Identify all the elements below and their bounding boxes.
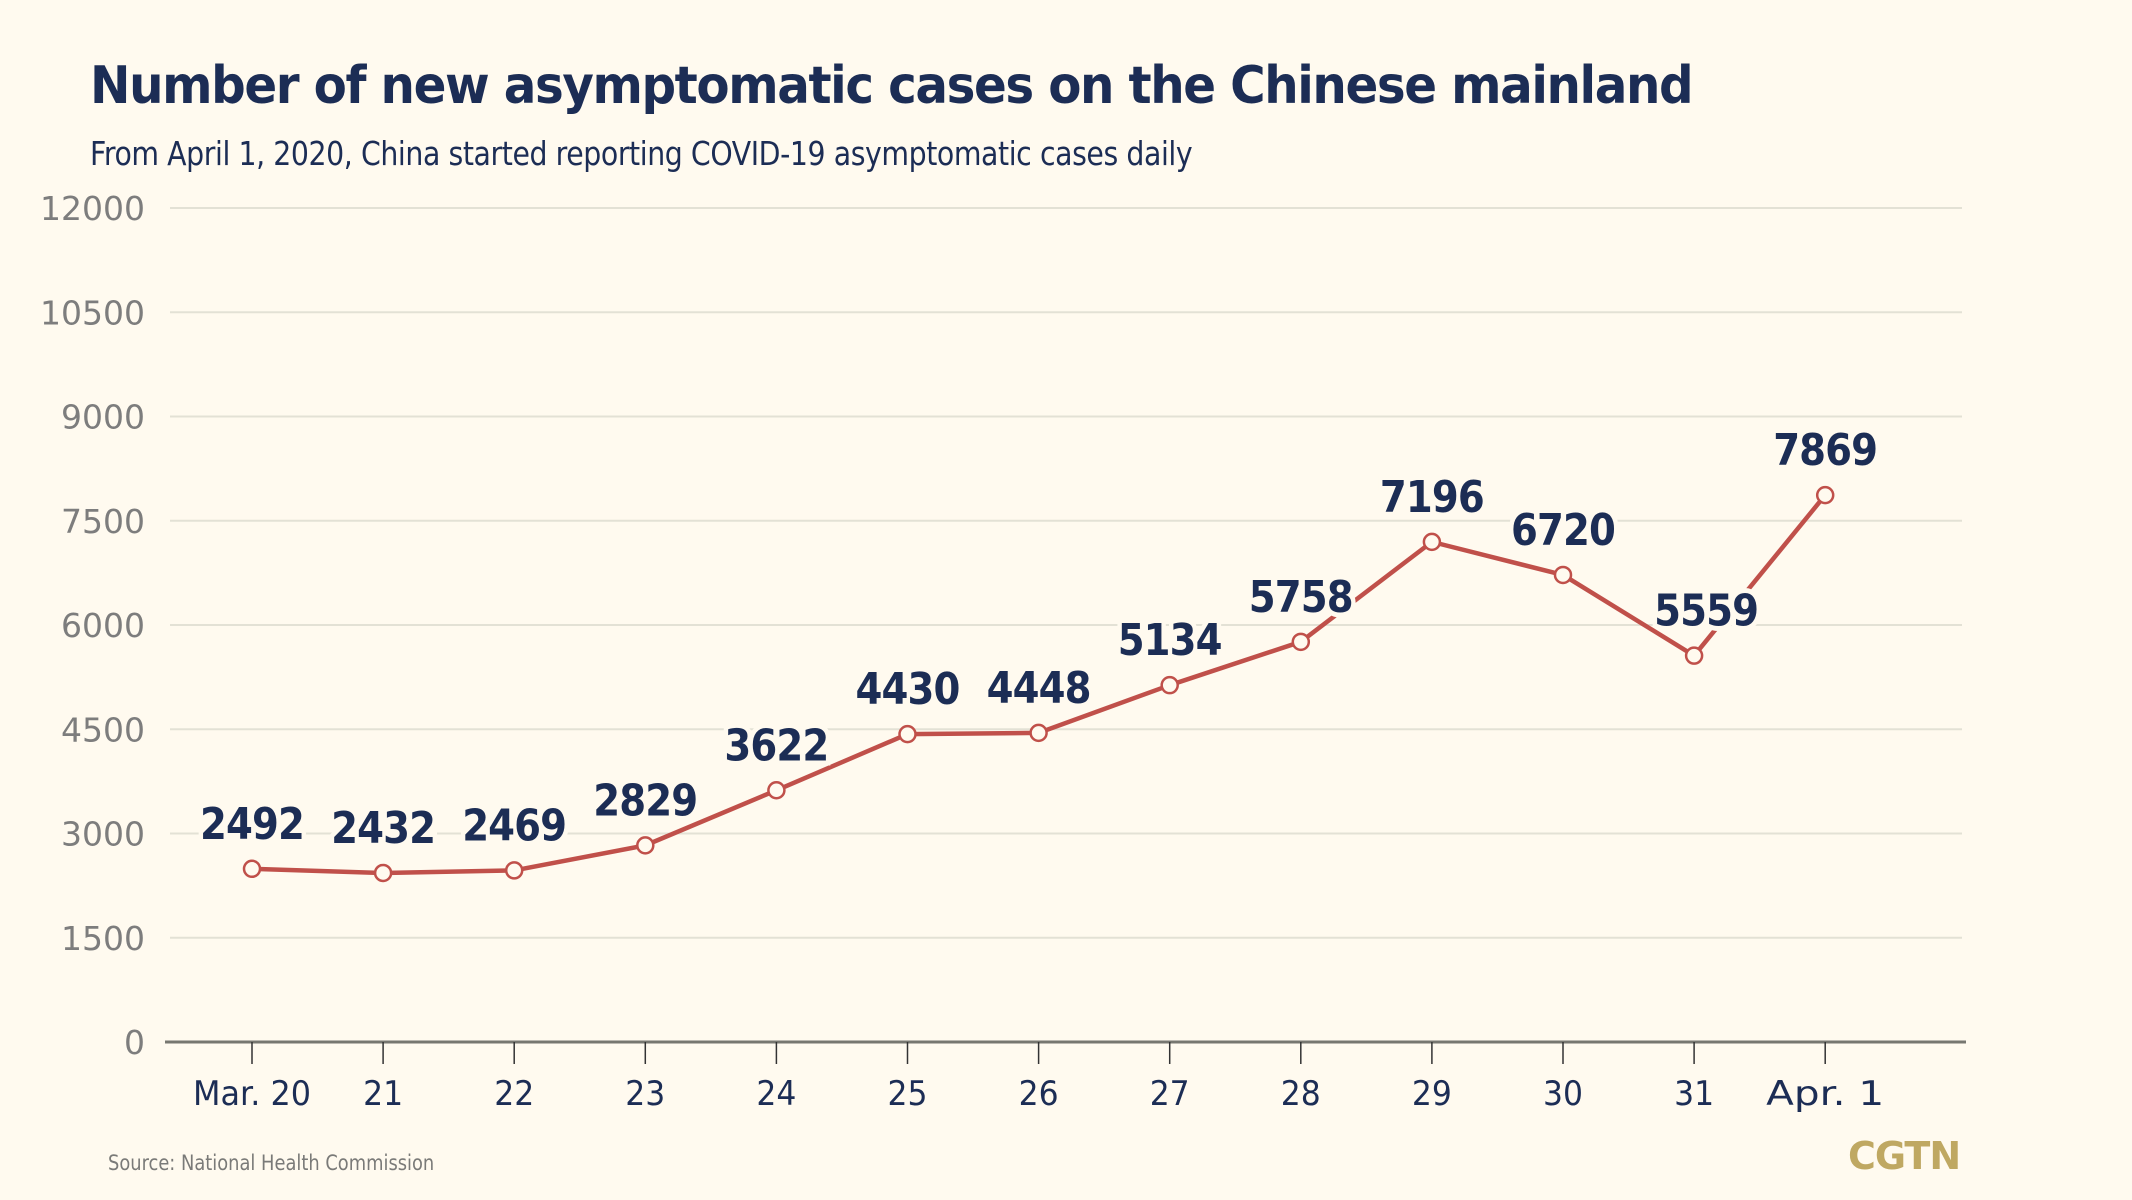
x-tick-label: 26: [1019, 1074, 1059, 1114]
data-point: [504, 861, 524, 880]
data-label: 7869: [1773, 425, 1877, 476]
x-tick-label: 25: [888, 1074, 928, 1114]
data-point: [898, 724, 917, 744]
x-tick-label: 31: [1674, 1074, 1714, 1114]
data-label: 2432: [331, 803, 435, 854]
y-tick-label: 1500: [61, 919, 145, 958]
data-point: [373, 863, 393, 883]
x-tick-label: 28: [1281, 1074, 1321, 1114]
y-tick-label: 4500: [61, 710, 145, 749]
data-labels: 2492 2432 2469 2829 3622 4430 4448 5134 5758 7196…: [195, 420, 1883, 859]
x-tick-label: 23: [625, 1074, 665, 1114]
data-label: 3622: [724, 720, 828, 771]
data-point: [1684, 646, 1704, 665]
data-label: 2829: [593, 775, 697, 826]
y-tick-label: 10500: [40, 293, 145, 332]
data-points: [242, 485, 1835, 883]
x-tick-label: 30: [1543, 1074, 1583, 1114]
data-label: 6720: [1511, 505, 1615, 556]
y-tick-label: 0: [124, 1023, 145, 1062]
y-tick-label: 6000: [61, 606, 145, 645]
data-point: [1422, 532, 1442, 552]
x-tick-label: 27: [1150, 1074, 1190, 1114]
data-point: [767, 781, 786, 800]
x-axis-ticks: Mar. 20 21 22 23 24 25 26 27 28 29 30 31 Apr. 1: [193, 1042, 1884, 1114]
data-point: [1160, 675, 1179, 695]
y-tick-label: 3000: [61, 815, 145, 854]
x-tick-label: Mar. 20: [193, 1074, 311, 1114]
data-point: [1291, 632, 1311, 652]
y-axis-ticks: 0 1500 3000 4500 6000 7500 9000 10500 12000: [40, 189, 145, 1062]
data-point: [242, 859, 262, 879]
data-label: 2492: [200, 799, 304, 850]
data-label: 2469: [462, 800, 566, 851]
x-tick-label: 29: [1412, 1074, 1452, 1114]
gridlines: [170, 207, 1962, 939]
y-tick-label: 7500: [61, 502, 145, 541]
data-label: 5134: [1118, 615, 1222, 666]
y-tick-label: 9000: [61, 398, 145, 437]
data-label: 4430: [856, 664, 960, 715]
x-tick-label: Apr. 1: [1766, 1074, 1884, 1114]
chart-subtitle: From April 1, 2020, China started report…: [90, 134, 1193, 173]
data-label: 7196: [1380, 472, 1484, 523]
data-label: 4448: [987, 663, 1091, 714]
data-point: [636, 836, 655, 855]
source-note: Source: National Health Commission: [108, 1151, 435, 1175]
data-point: [1029, 723, 1048, 743]
x-tick-label: 22: [494, 1074, 534, 1114]
cgtn-logo: CGTN: [1848, 1134, 1961, 1178]
data-point: [1553, 565, 1573, 585]
x-tick-label: 24: [756, 1074, 796, 1114]
data-label: 5559: [1654, 586, 1758, 637]
x-tick-label: 21: [363, 1074, 403, 1114]
data-point: [1815, 485, 1835, 505]
chart-title: Number of new asymptomatic cases on the …: [90, 56, 1694, 116]
data-label: 5758: [1249, 572, 1353, 623]
y-tick-label: 12000: [40, 189, 145, 228]
